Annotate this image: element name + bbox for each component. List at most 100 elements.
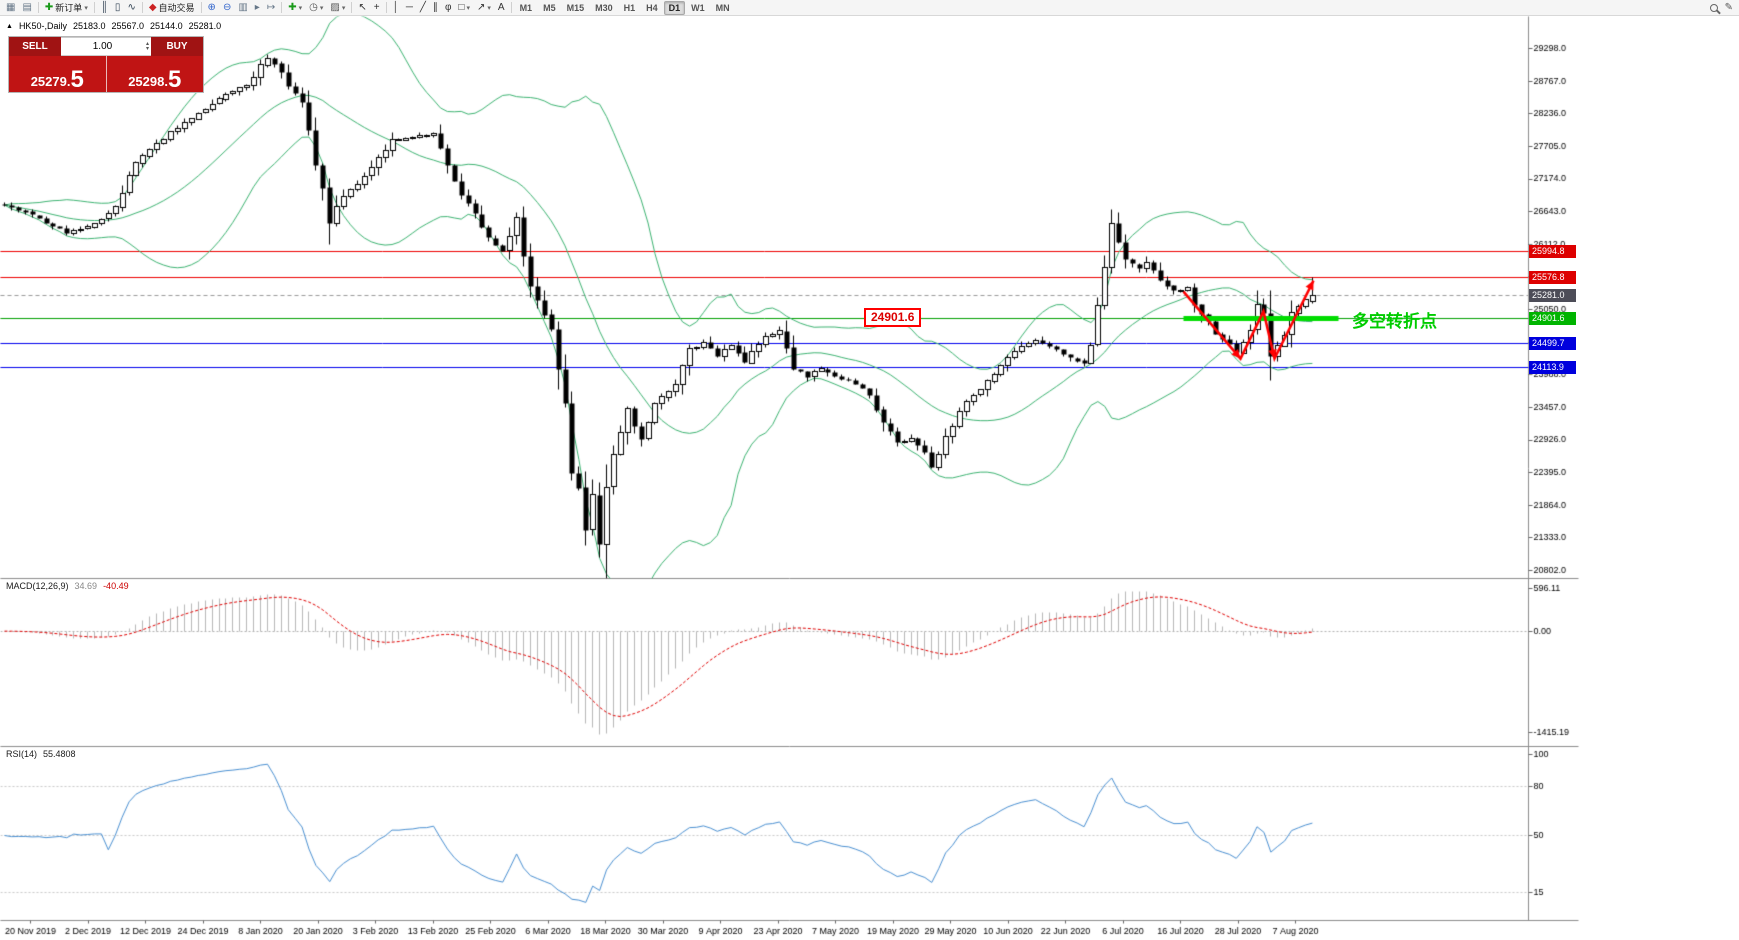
text-label-icon: A xyxy=(497,1,505,13)
search-icon[interactable] xyxy=(1707,1,1721,15)
zoom-in-icon[interactable]: ⊕ xyxy=(205,1,219,15)
timeframe-h4-button[interactable]: H4 xyxy=(646,2,658,13)
new-chart-window-icon: ▦ xyxy=(6,1,16,13)
toolbar-separator xyxy=(281,2,283,13)
sell-button[interactable]: SELL xyxy=(9,37,61,56)
rsi-label: RSI(14) 55.4808 xyxy=(6,749,82,759)
sell-price-main: 25279. xyxy=(30,73,71,89)
collapse-triangle-icon[interactable]: ▲ xyxy=(6,22,13,30)
template-icon: ▨ xyxy=(330,1,340,13)
candlestick-chart-icon[interactable]: ▯ xyxy=(112,1,124,15)
volume-input[interactable] xyxy=(61,41,144,52)
main-toolbar: ▦ ▤ ✚ 新订单 ▾ ║ ▯ ∿ ◆ 自动交易 ⊕ ⊖ ▥ ▸ ↦ ✚ ▾ ◷ ▾ ▨ ▾ ↖ + │ ─ ╱ ∥ φ □ ▾ ↗ ▾ A M1… xyxy=(0,0,1739,16)
macd-signal-value: -40.49 xyxy=(103,581,129,591)
auto-scroll-icon[interactable]: ▸ xyxy=(252,1,263,15)
timeframe-m30-button[interactable]: M30 xyxy=(595,2,613,13)
dropdown-caret-icon[interactable]: ▾ xyxy=(84,4,88,12)
horizontal-line-icon: ─ xyxy=(405,1,413,13)
volume-spinner[interactable]: ▴ ▾ xyxy=(144,40,151,52)
shapes-button[interactable]: □ ▾ xyxy=(455,1,473,15)
auto-scroll-icon: ▸ xyxy=(254,1,260,13)
axis-price-tag: 24113.9 xyxy=(1529,361,1576,374)
plus-icon: ✚ xyxy=(44,1,54,13)
timeframe-m5-button[interactable]: M5 xyxy=(543,2,556,13)
vertical-line-icon[interactable]: │ xyxy=(390,1,402,15)
symbol-period-label: HK50-,Daily xyxy=(18,21,67,31)
shapes-icon: □ xyxy=(458,1,465,13)
axis-price-tag: 25576.8 xyxy=(1529,271,1576,284)
horizontal-line-icon[interactable]: ─ xyxy=(403,1,416,15)
timeframe-d1-button[interactable]: D1 xyxy=(663,0,686,15)
toolbar-separator xyxy=(385,2,387,13)
spinner-down-icon[interactable]: ▾ xyxy=(145,45,149,52)
trendline-icon[interactable]: ╱ xyxy=(417,1,429,15)
text-label-icon[interactable]: A xyxy=(495,1,508,15)
clock-icon: ◷ xyxy=(309,1,318,13)
cursor-icon[interactable]: ↖ xyxy=(355,1,369,15)
templates-button[interactable]: ▨ ▾ xyxy=(327,1,348,15)
new-order-button[interactable]: ✚ 新订单 ▾ xyxy=(42,1,91,15)
auto-trading-button[interactable]: ◆ 自动交易 xyxy=(146,1,198,15)
auto-trading-icon: ◆ xyxy=(148,1,157,13)
dropdown-caret-icon[interactable]: ▾ xyxy=(298,4,303,12)
dropdown-caret-icon[interactable]: ▾ xyxy=(341,4,346,12)
price-label-box[interactable]: 24901.6 xyxy=(864,308,922,327)
close-value: 25281.0 xyxy=(188,21,222,31)
line-chart-icon[interactable]: ∿ xyxy=(124,1,138,15)
toolbar-separator xyxy=(510,2,512,13)
tile-windows-icon[interactable]: ▥ xyxy=(235,1,250,15)
buy-button[interactable]: BUY xyxy=(151,37,203,56)
spinner-up-icon[interactable]: ▴ xyxy=(145,40,149,47)
edit-icon[interactable]: ✎ xyxy=(1722,1,1736,15)
macd-main-value: 34.69 xyxy=(74,581,98,591)
toolbar-separator xyxy=(37,2,39,13)
timeframe-w1-button[interactable]: W1 xyxy=(691,2,705,13)
axis-price-tag: 24499.7 xyxy=(1529,337,1576,350)
chart-shift-icon[interactable]: ↦ xyxy=(264,1,278,15)
new-chart-window-icon[interactable]: ▦ xyxy=(3,1,18,15)
cursor-icon: ↖ xyxy=(358,1,367,13)
toolbar-separator xyxy=(141,2,143,13)
indicators-button[interactable]: ✚ ▾ xyxy=(285,1,305,15)
axis-price-tag: 25281.0 xyxy=(1529,289,1576,302)
timeframe-m1-button[interactable]: M1 xyxy=(519,2,533,13)
channel-icon[interactable]: ∥ xyxy=(430,1,441,15)
fibonacci-icon[interactable]: φ xyxy=(442,1,454,15)
bar-chart-icon[interactable]: ║ xyxy=(98,1,111,15)
buy-price-display[interactable]: 25298. 5 xyxy=(106,56,203,93)
arrows-button[interactable]: ↗ ▾ xyxy=(474,1,494,15)
vertical-line-icon: │ xyxy=(392,1,399,13)
zoom-out-icon[interactable]: ⊖ xyxy=(220,1,234,15)
dropdown-caret-icon[interactable]: ▾ xyxy=(319,4,324,12)
bar-chart-icon: ║ xyxy=(100,1,108,13)
macd-name: MACD(12,26,9) xyxy=(6,581,69,591)
fibonacci-icon: φ xyxy=(444,1,452,13)
zoom-in-icon: ⊕ xyxy=(207,1,216,13)
timeframe-mn-button[interactable]: MN xyxy=(715,2,730,13)
turning-point-label[interactable]: 多空转折点 xyxy=(1352,312,1437,331)
crosshair-icon[interactable]: + xyxy=(371,1,383,15)
buy-price-main: 25298. xyxy=(128,73,168,89)
trendline-icon: ╱ xyxy=(419,1,426,13)
axis-price-tag: 24901.6 xyxy=(1529,312,1576,325)
profiles-icon[interactable]: ▤ xyxy=(19,1,34,15)
dropdown-caret-icon[interactable]: ▾ xyxy=(466,4,470,12)
zoom-out-icon: ⊖ xyxy=(222,1,232,13)
low-value: 25144.0 xyxy=(150,21,183,31)
sell-price-display[interactable]: 25279. 5 xyxy=(9,56,107,92)
rsi-name: RSI(14) xyxy=(6,749,38,759)
sell-price-big-digit: 5 xyxy=(70,65,84,93)
buy-price-big-digit: 5 xyxy=(167,65,182,93)
timeframe-m15-button[interactable]: M15 xyxy=(566,2,585,13)
line-chart-icon: ∿ xyxy=(127,1,136,13)
volume-box: ▴ ▾ xyxy=(61,37,151,56)
dropdown-caret-icon[interactable]: ▾ xyxy=(487,4,491,12)
edit-icon: ✎ xyxy=(1724,1,1733,13)
rsi-value: 55.4808 xyxy=(43,749,76,759)
periods-button[interactable]: ◷ ▾ xyxy=(306,1,326,15)
new-order-button-label: 新订单 xyxy=(55,3,83,13)
timeframe-h1-button[interactable]: H1 xyxy=(623,2,636,13)
chart-ohlc-header: ▲ HK50-,Daily 25183.0 25567.0 25144.0 25… xyxy=(6,21,221,31)
toolbar-separator xyxy=(93,2,95,13)
